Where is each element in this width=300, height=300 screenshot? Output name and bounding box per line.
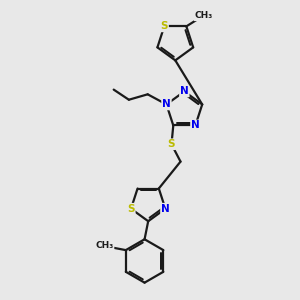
Text: S: S [160,21,168,32]
Text: CH₃: CH₃ [95,241,114,250]
Text: N: N [180,86,189,96]
Text: N: N [191,120,200,130]
Text: S: S [127,204,135,214]
Text: N: N [161,204,170,214]
Text: CH₃: CH₃ [195,11,213,20]
Text: N: N [162,99,171,110]
Text: S: S [168,139,175,149]
